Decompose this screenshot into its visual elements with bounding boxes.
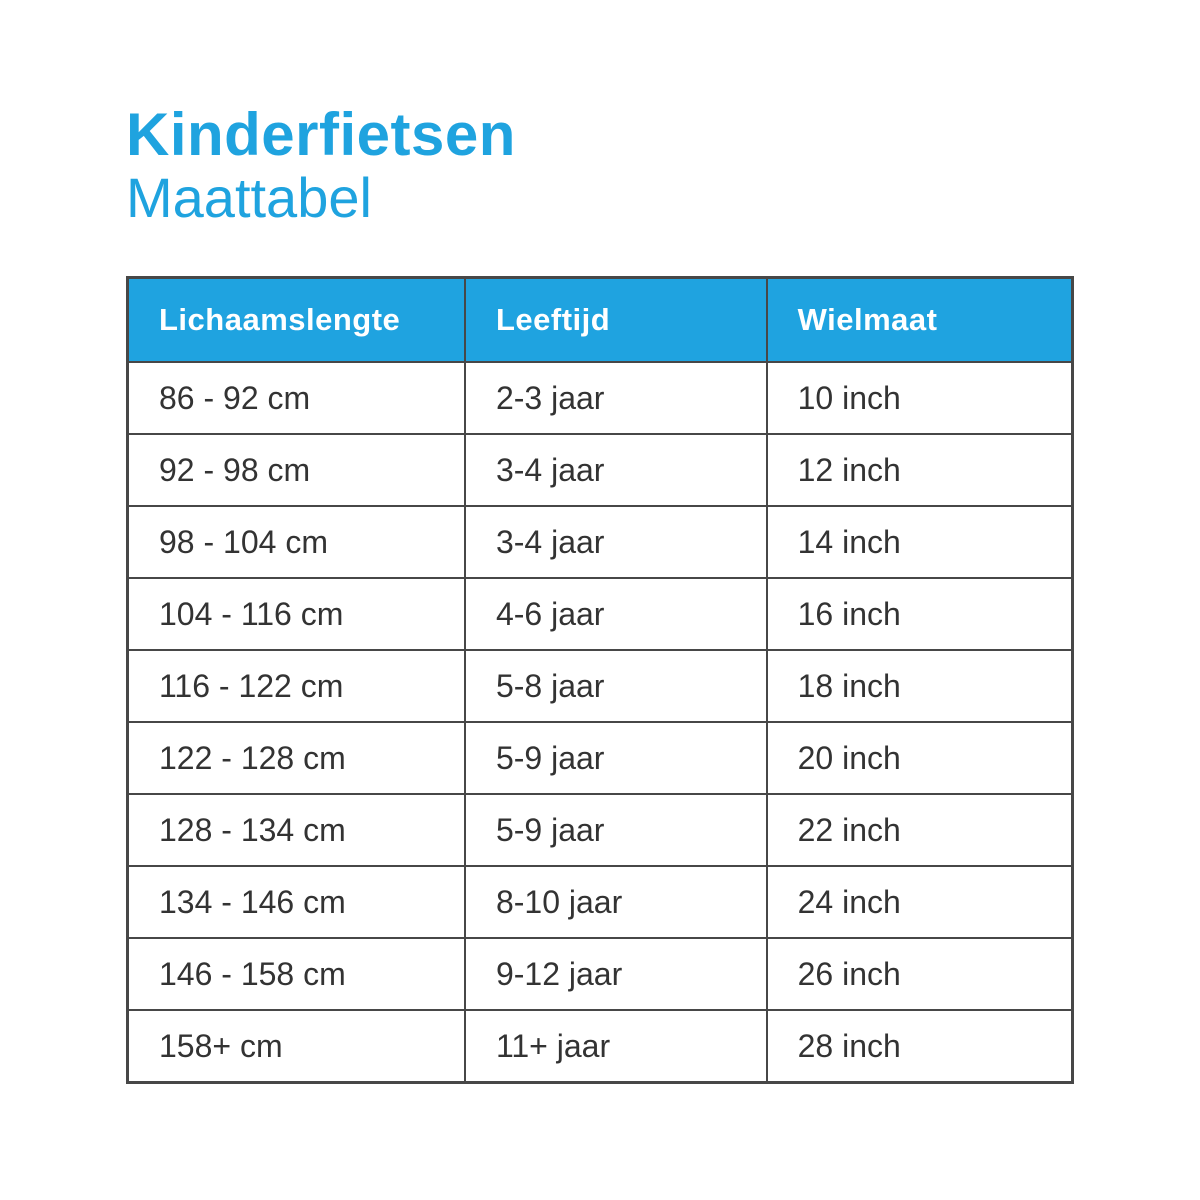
header-age: Leeftijd (463, 276, 768, 363)
cell-body-length: 122 - 128 cm (126, 721, 466, 795)
cell-age: 5-8 jaar (463, 649, 768, 723)
cell-body-length: 98 - 104 cm (126, 505, 466, 579)
cell-wheel-size: 22 inch (765, 793, 1074, 867)
table-row: 86 - 92 cm 2-3 jaar 10 inch (126, 361, 1074, 435)
cell-body-length: 104 - 116 cm (126, 577, 466, 651)
table-row: 92 - 98 cm 3-4 jaar 12 inch (126, 433, 1074, 507)
table-row: 98 - 104 cm 3-4 jaar 14 inch (126, 505, 1074, 579)
cell-wheel-size: 28 inch (765, 1009, 1074, 1084)
cell-age: 5-9 jaar (463, 793, 768, 867)
cell-body-length: 146 - 158 cm (126, 937, 466, 1011)
cell-wheel-size: 12 inch (765, 433, 1074, 507)
cell-wheel-size: 20 inch (765, 721, 1074, 795)
cell-body-length: 92 - 98 cm (126, 433, 466, 507)
header-body-length: Lichaamslengte (126, 276, 466, 363)
cell-body-length: 86 - 92 cm (126, 361, 466, 435)
cell-body-length: 128 - 134 cm (126, 793, 466, 867)
cell-wheel-size: 26 inch (765, 937, 1074, 1011)
cell-body-length: 158+ cm (126, 1009, 466, 1084)
cell-wheel-size: 10 inch (765, 361, 1074, 435)
cell-age: 5-9 jaar (463, 721, 768, 795)
table-row: 116 - 122 cm 5-8 jaar 18 inch (126, 649, 1074, 723)
table-header-row: Lichaamslengte Leeftijd Wielmaat (126, 276, 1074, 363)
table-row: 134 - 146 cm 8-10 jaar 24 inch (126, 865, 1074, 939)
cell-age: 3-4 jaar (463, 433, 768, 507)
size-table: Lichaamslengte Leeftijd Wielmaat 86 - 92… (126, 276, 1074, 1084)
header-wheel-size: Wielmaat (765, 276, 1074, 363)
cell-age: 3-4 jaar (463, 505, 768, 579)
cell-wheel-size: 14 inch (765, 505, 1074, 579)
table-row: 158+ cm 11+ jaar 28 inch (126, 1009, 1074, 1084)
cell-body-length: 134 - 146 cm (126, 865, 466, 939)
cell-age: 11+ jaar (463, 1009, 768, 1084)
cell-wheel-size: 18 inch (765, 649, 1074, 723)
cell-age: 8-10 jaar (463, 865, 768, 939)
cell-wheel-size: 24 inch (765, 865, 1074, 939)
cell-age: 2-3 jaar (463, 361, 768, 435)
cell-age: 9-12 jaar (463, 937, 768, 1011)
cell-age: 4-6 jaar (463, 577, 768, 651)
table-row: 122 - 128 cm 5-9 jaar 20 inch (126, 721, 1074, 795)
table-row: 104 - 116 cm 4-6 jaar 16 inch (126, 577, 1074, 651)
page-subtitle: Maattabel (126, 166, 372, 229)
table-row: 128 - 134 cm 5-9 jaar 22 inch (126, 793, 1074, 867)
page-title: Kinderfietsen (126, 101, 516, 168)
table-row: 146 - 158 cm 9-12 jaar 26 inch (126, 937, 1074, 1011)
cell-wheel-size: 16 inch (765, 577, 1074, 651)
cell-body-length: 116 - 122 cm (126, 649, 466, 723)
